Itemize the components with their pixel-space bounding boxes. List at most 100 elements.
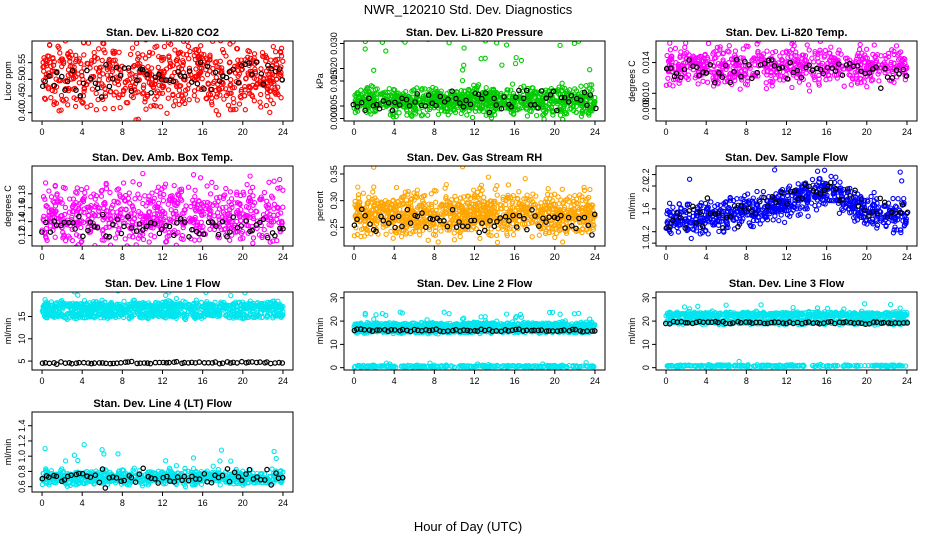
- data-point-mean: [765, 57, 772, 64]
- data-point-mean: [103, 61, 109, 68]
- data-point-mean: [711, 79, 718, 86]
- data-point: [772, 60, 778, 66]
- data-point: [415, 94, 421, 100]
- data-point-mean: [39, 83, 46, 90]
- data-point: [814, 168, 821, 174]
- data-point: [510, 111, 516, 117]
- data-point: [104, 216, 111, 222]
- data-point: [500, 196, 506, 203]
- data-point: [81, 86, 88, 92]
- data-point: [187, 219, 193, 225]
- data-point-mean: [396, 102, 403, 108]
- data-point-mean: [543, 95, 550, 102]
- data-point: [471, 187, 477, 193]
- data-point: [521, 207, 528, 214]
- data-point: [272, 49, 279, 55]
- data-point: [195, 86, 202, 92]
- data-point: [180, 59, 187, 66]
- data-point: [672, 45, 679, 52]
- data-point: [865, 59, 871, 65]
- data-point: [358, 87, 364, 93]
- data-point: [180, 224, 186, 231]
- data-point: [55, 216, 62, 222]
- data-point-mean: [260, 216, 267, 223]
- data-point: [889, 145, 893, 149]
- data-point: [788, 19, 792, 23]
- data-point: [113, 222, 119, 229]
- data-point: [515, 205, 521, 212]
- data-point: [488, 115, 495, 121]
- data-point: [676, 201, 682, 207]
- data-point: [901, 195, 907, 202]
- data-point-mean: [414, 213, 421, 220]
- data-point: [355, 184, 361, 190]
- y-tick-label: 0.35: [329, 165, 339, 183]
- data-point: [816, 82, 822, 88]
- data-point: [176, 101, 182, 108]
- data-point: [271, 178, 277, 184]
- data-point: [564, 96, 571, 102]
- data-point: [129, 203, 135, 209]
- data-point: [390, 197, 396, 203]
- data-point: [133, 90, 139, 96]
- data-point: [477, 235, 483, 242]
- data-point-mean: [497, 215, 504, 221]
- data-point: [739, 77, 745, 83]
- data-point-mean: [535, 105, 541, 111]
- data-point: [457, 195, 464, 201]
- data-point: [858, 76, 864, 82]
- data-point: [45, 204, 51, 210]
- data-point: [402, 41, 408, 45]
- data-point: [145, 214, 151, 220]
- x-tick-label: 8: [120, 252, 125, 262]
- data-point: [69, 214, 75, 220]
- data-point: [254, 82, 260, 88]
- data-point: [106, 61, 113, 67]
- data-point: [494, 192, 500, 198]
- data-point: [407, 111, 414, 117]
- data-point: [89, 86, 96, 92]
- data-point: [164, 110, 170, 116]
- data-point: [213, 108, 219, 114]
- data-point-mean: [380, 98, 387, 104]
- data-point: [492, 208, 498, 215]
- data-point: [253, 84, 259, 91]
- data-point: [222, 86, 229, 92]
- data-point: [103, 185, 110, 192]
- data-point: [891, 60, 897, 66]
- data-point-mean: [166, 223, 173, 230]
- data-point: [137, 195, 143, 201]
- data-point: [359, 95, 365, 101]
- data-point: [817, 47, 823, 53]
- data-point: [179, 197, 185, 203]
- data-point: [160, 197, 167, 204]
- data-point: [221, 96, 227, 102]
- y-tick-label: 0.005: [329, 95, 339, 118]
- data-point: [589, 82, 595, 88]
- data-point-mean: [843, 62, 850, 68]
- data-point-mean: [437, 93, 444, 100]
- data-point: [678, 49, 684, 55]
- data-point: [854, 80, 861, 86]
- data-point: [897, 49, 904, 55]
- data-point: [556, 227, 563, 234]
- data-point: [398, 233, 405, 240]
- data-point: [125, 195, 132, 201]
- data-point-mean: [719, 74, 726, 81]
- y-tick-label: 0.014: [641, 51, 651, 74]
- data-point: [584, 131, 588, 135]
- data-point: [510, 90, 517, 97]
- x-tick-label: 4: [80, 252, 85, 262]
- data-point: [81, 209, 87, 216]
- data-point: [117, 104, 123, 111]
- data-point: [98, 193, 105, 199]
- data-point: [425, 112, 431, 118]
- data-point-mean: [456, 100, 463, 106]
- data-point: [352, 198, 358, 205]
- data-point-mean: [223, 74, 230, 81]
- data-point: [422, 86, 428, 92]
- x-tick-label: 16: [198, 252, 208, 262]
- data-point-mean: [414, 91, 421, 97]
- x-tick-label: 4: [80, 127, 85, 137]
- data-point: [73, 232, 80, 238]
